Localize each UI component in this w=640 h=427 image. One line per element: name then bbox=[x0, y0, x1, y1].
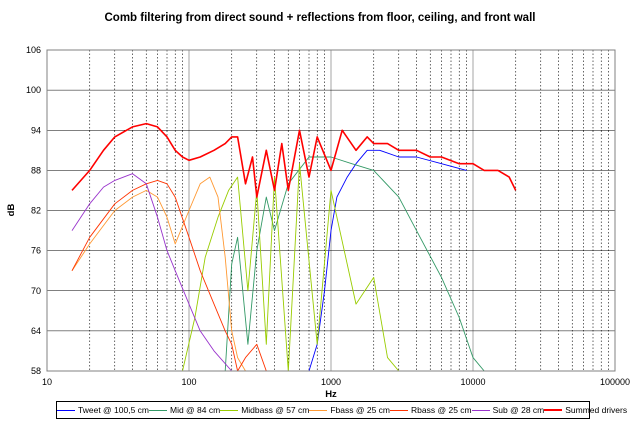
series-line bbox=[71, 176, 246, 371]
grid bbox=[47, 49, 615, 372]
chart-title: Comb filtering from direct sound + refle… bbox=[104, 12, 536, 24]
y-tick-label: 64 bbox=[31, 326, 41, 336]
legend-label: Sub @ 28 cm bbox=[492, 405, 545, 415]
series-line bbox=[71, 179, 267, 371]
legend-item: Sub @ 28 cm bbox=[471, 405, 545, 415]
legend: Tweet @ 100,5 cm Mid @ 84 cm Midbass @ 57 … bbox=[56, 401, 627, 419]
legend-label: Summed drivers bbox=[565, 405, 628, 415]
legend-swatch bbox=[544, 409, 563, 411]
series-line bbox=[71, 173, 233, 371]
x-tick-label: 100000 bbox=[600, 377, 630, 387]
y-tick-label: 94 bbox=[31, 125, 41, 135]
series-line bbox=[308, 149, 467, 371]
y-tick-label: 88 bbox=[31, 165, 41, 175]
y-tick-label: 82 bbox=[31, 206, 41, 216]
legend-swatch bbox=[390, 409, 409, 411]
x-axis-label: Hz bbox=[325, 389, 337, 400]
legend-item: Tweet @ 100,5 cm bbox=[57, 405, 149, 415]
legend-label: Fbass @ 25 cm bbox=[330, 405, 391, 415]
legend-swatch bbox=[149, 409, 167, 411]
legend-item: Rbass @ 25 cm bbox=[390, 405, 472, 415]
y-tick-label: 58 bbox=[31, 366, 41, 376]
legend-label: Rbass @ 25 cm bbox=[411, 405, 472, 415]
legend-label: Midbass @ 57 cm bbox=[241, 405, 310, 415]
x-tick-label: 1000 bbox=[321, 377, 341, 387]
tick-labels: 10 100 1000 10000 100000 106 100 94 88 82 76 70 64 58 bbox=[26, 45, 630, 387]
x-tick-label: 10000 bbox=[460, 377, 485, 387]
legend-swatch bbox=[471, 409, 490, 411]
legend-swatch bbox=[309, 409, 328, 411]
y-tick-label: 70 bbox=[31, 286, 41, 296]
y-tick-label: 76 bbox=[31, 246, 41, 256]
series-line bbox=[71, 122, 517, 198]
legend-label: Tweet @ 100,5 cm bbox=[78, 405, 149, 415]
legend-item: Mid @ 84 cm bbox=[149, 405, 220, 415]
x-tick-label: 100 bbox=[181, 377, 196, 387]
series-layer bbox=[71, 122, 517, 371]
legend-swatch bbox=[220, 409, 239, 411]
plot-frame bbox=[46, 49, 616, 372]
series-line bbox=[224, 156, 485, 371]
y-tick-label: 100 bbox=[26, 85, 41, 95]
legend-swatch bbox=[57, 409, 75, 411]
legend-item: Summed drivers bbox=[544, 405, 627, 415]
y-axis-label: dB bbox=[6, 204, 17, 217]
y-tick-label: 106 bbox=[26, 45, 41, 55]
series-line bbox=[182, 163, 400, 371]
legend-label: Mid @ 84 cm bbox=[170, 405, 221, 415]
x-tick-label: 10 bbox=[42, 377, 52, 387]
legend-item: Fbass @ 25 cm bbox=[309, 405, 390, 415]
legend-item: Midbass @ 57 cm bbox=[220, 405, 309, 415]
